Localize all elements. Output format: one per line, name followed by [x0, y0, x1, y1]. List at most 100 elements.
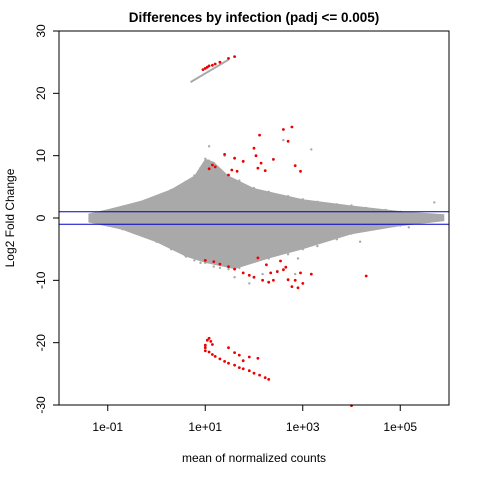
nonsignificant-point: [324, 216, 328, 219]
nonsignificant-point: [106, 224, 110, 227]
nonsignificant-point: [193, 259, 196, 262]
y-tick-label: 30: [34, 24, 48, 38]
y-tick-label: 0: [34, 214, 48, 221]
significant-point: [213, 62, 217, 66]
significant-point: [263, 169, 267, 173]
x-tick-label: 1e+05: [383, 420, 417, 434]
significant-point: [227, 361, 230, 365]
significant-point: [364, 274, 368, 278]
nonsignificant-point: [199, 166, 202, 170]
nonsignificant-point: [437, 219, 440, 222]
significant-point: [237, 353, 241, 357]
nonsignificant-point: [320, 238, 324, 241]
plot-frame: [58, 30, 450, 406]
significant-point: [241, 159, 245, 163]
nonsignificant-points-group: [88, 58, 445, 285]
nonsignificant-point: [212, 161, 215, 165]
y-axis-label: Log2 Fold Change: [3, 168, 17, 267]
significant-point: [284, 265, 288, 269]
nonsignificant-point: [204, 261, 207, 265]
significant-point: [230, 168, 234, 172]
x-tick-label: 1e-01: [92, 420, 123, 434]
nonsignificant-point: [170, 248, 173, 251]
y-tick-label: 20: [34, 86, 48, 100]
significant-point: [252, 371, 256, 375]
threshold-lines-group: [59, 211, 449, 225]
nonsignificant-point: [384, 226, 387, 229]
nonsignificant-point: [301, 198, 304, 201]
significant-point: [272, 158, 275, 161]
nonsignificant-point: [140, 234, 143, 237]
significant-point: [275, 270, 279, 273]
nonsignificant-point: [350, 232, 353, 235]
significant-point: [237, 366, 241, 369]
nonsignificant-point: [296, 257, 300, 260]
significant-point: [309, 272, 313, 276]
significant-point: [233, 55, 237, 58]
significant-point: [258, 133, 261, 137]
significant-point: [241, 359, 245, 363]
significant-point: [254, 154, 258, 158]
significant-point: [203, 349, 207, 353]
significant-point: [223, 360, 227, 363]
nonsignificant-point: [350, 204, 353, 207]
significant-point: [282, 268, 285, 272]
significant-point: [299, 271, 302, 275]
significant-point: [252, 146, 256, 150]
significant-point: [259, 161, 263, 165]
significant-point: [211, 63, 214, 67]
significant-point: [293, 278, 297, 282]
nonsignificant-point: [121, 205, 124, 208]
x-axis-label: mean of normalized counts: [182, 451, 326, 465]
nonsignificant-point: [227, 215, 230, 218]
nonsignificant-point: [207, 145, 211, 148]
nonsignificant-point: [106, 209, 110, 212]
significant-point: [205, 338, 209, 342]
significant-point: [241, 367, 245, 371]
significant-point: [209, 340, 213, 343]
nonsignificant-point: [282, 138, 285, 142]
nonsignificant-point: [267, 257, 270, 260]
nonsignificant-point: [335, 238, 338, 241]
significant-point: [263, 376, 267, 379]
significant-point: [211, 353, 214, 356]
significant-point: [247, 369, 251, 373]
significant-point: [203, 343, 207, 347]
nonsignificant-point: [170, 188, 173, 192]
significant-point: [218, 262, 222, 266]
nonsignificant-point: [218, 170, 222, 173]
nonsignificant-point: [199, 261, 202, 265]
significant-point: [218, 60, 222, 64]
significant-point: [267, 378, 271, 381]
significant-point: [256, 166, 260, 170]
nonsignificant-point: [286, 195, 290, 198]
significant-point: [233, 156, 237, 160]
y-tick-label: -10: [34, 271, 48, 289]
significant-point: [212, 260, 216, 263]
nonsignificant-point: [91, 213, 95, 216]
significant-point: [235, 169, 239, 173]
nonsignificant-point: [184, 180, 188, 183]
significant-point: [227, 265, 230, 268]
nonsignificant-point: [140, 200, 143, 203]
significant-point: [258, 373, 261, 377]
nonsignificant-point: [204, 157, 207, 160]
significant-point: [203, 346, 207, 350]
y-tick-label: 10: [34, 149, 48, 163]
significant-point: [256, 356, 260, 360]
significant-point: [279, 259, 282, 263]
nonsignificant-density-area: [88, 158, 445, 270]
significant-point: [272, 278, 275, 282]
significant-point: [269, 271, 273, 275]
x-tick-label: 1e+03: [286, 420, 320, 434]
nonsignificant-point: [184, 255, 188, 258]
y-axis: -30 -20 -10 0 10 20 30: [34, 24, 59, 414]
nonsignificant-point: [433, 201, 436, 204]
nonsignificant-point: [91, 220, 95, 223]
nonsignificant-point: [384, 208, 387, 212]
nonsignificant-point: [218, 266, 222, 270]
nonsignificant-point: [335, 203, 338, 206]
nonsignificant-point: [238, 179, 241, 182]
nonsignificant-point: [193, 174, 196, 177]
